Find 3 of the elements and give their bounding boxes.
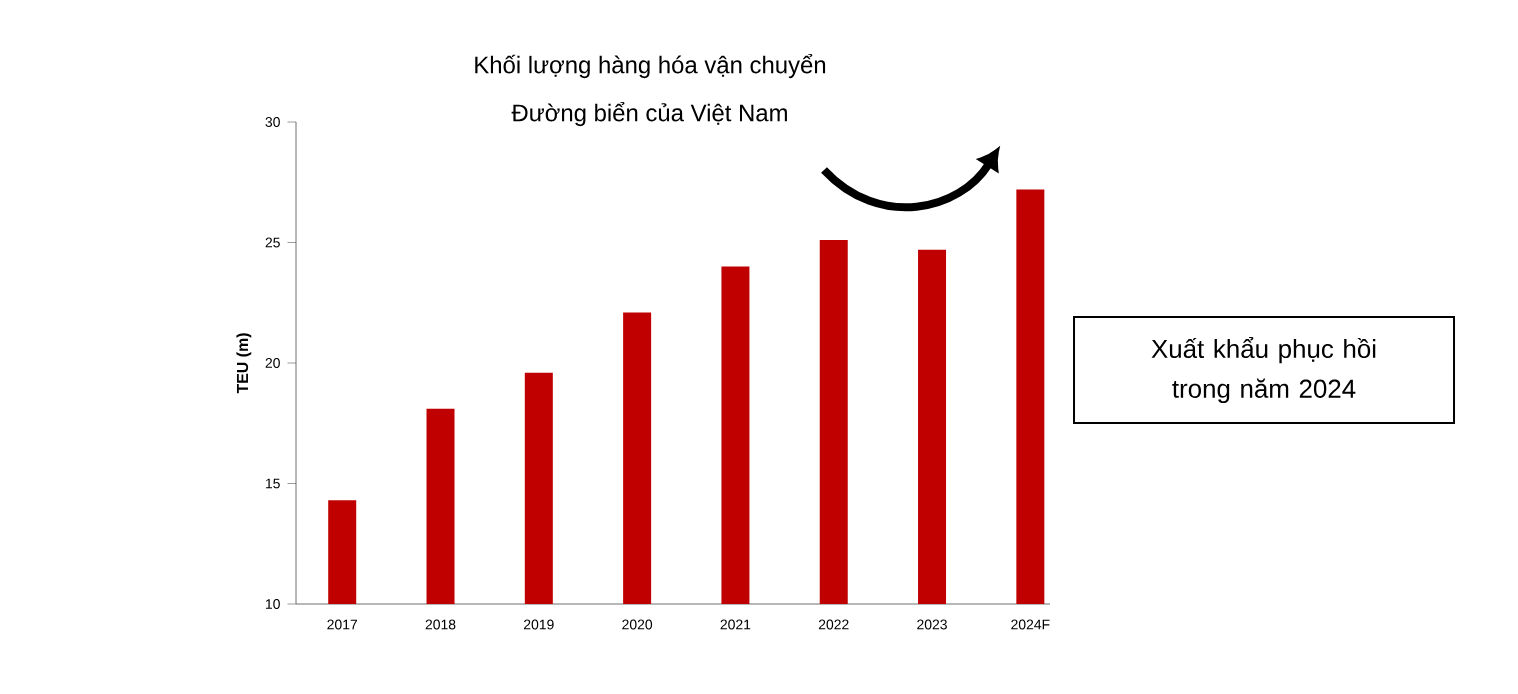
text: Xuất khẩu phục hồi trong năm 2024 (1151, 336, 1376, 404)
chart-subtitle: Đường biển của Việt Nam (511, 101, 787, 127)
chart-title: Khối lượng hàng hóa vận chuyển (475, 53, 826, 79)
